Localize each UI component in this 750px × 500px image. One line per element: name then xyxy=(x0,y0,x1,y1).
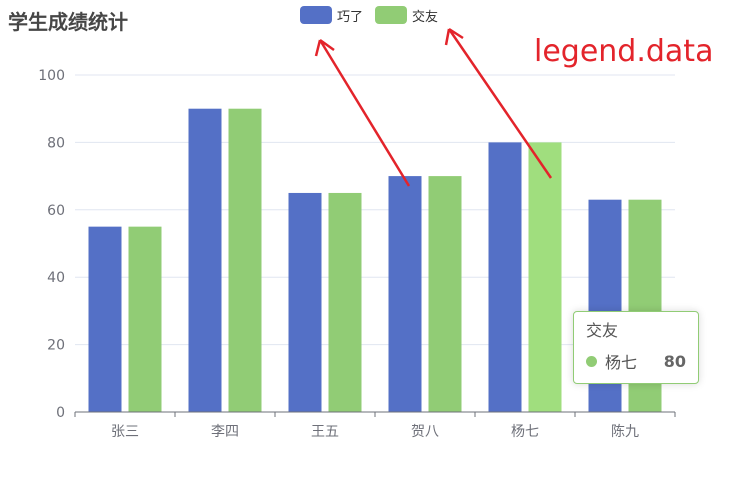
bar[interactable] xyxy=(488,142,522,412)
x-tick-label: 张三 xyxy=(111,424,139,440)
legend-item-jiaoyou[interactable]: 交友 xyxy=(375,6,438,25)
bar[interactable] xyxy=(528,142,562,412)
y-tick-label: 20 xyxy=(47,338,65,354)
y-tick-label: 60 xyxy=(47,203,65,219)
tooltip-marker xyxy=(586,355,597,367)
legend-label: 交友 xyxy=(412,9,439,25)
chart-title: 学生成绩统计 xyxy=(8,10,128,34)
bar[interactable] xyxy=(328,192,362,412)
bar[interactable] xyxy=(228,108,262,412)
x-tick-label: 杨七 xyxy=(511,424,539,440)
bar[interactable] xyxy=(388,176,422,412)
y-tick-label: 100 xyxy=(38,68,65,84)
x-tick-label: 李四 xyxy=(211,424,239,440)
tooltip-value: 80 xyxy=(663,351,686,371)
legend-label: 巧了 xyxy=(337,9,364,25)
x-tick-label: 王五 xyxy=(311,424,339,440)
tooltip-title: 交友 xyxy=(586,321,619,340)
y-tick-label: 0 xyxy=(56,405,65,421)
tooltip: 交友 杨七 80 xyxy=(573,311,699,384)
x-tick-label: 贺八 xyxy=(411,424,439,440)
bar[interactable] xyxy=(128,226,162,412)
legend-swatch xyxy=(375,6,408,24)
x-tick-label: 陈九 xyxy=(611,423,639,440)
annotation-text: legend.data xyxy=(534,34,714,69)
y-tick-label: 80 xyxy=(47,135,65,151)
annotation-arrow xyxy=(314,38,411,187)
bar[interactable] xyxy=(428,176,462,412)
bar[interactable] xyxy=(188,108,222,412)
annotation-arrows xyxy=(314,27,553,187)
legend-swatch xyxy=(300,6,332,24)
legend: 巧了 交友 xyxy=(300,5,450,25)
bar[interactable] xyxy=(88,226,122,412)
tooltip-row: 杨七 80 xyxy=(586,349,686,373)
y-tick-label: 40 xyxy=(47,270,65,286)
bar[interactable] xyxy=(288,192,322,412)
legend-item-qiaole[interactable]: 巧了 xyxy=(300,6,363,25)
annotation-arrow xyxy=(444,27,553,179)
tooltip-name: 杨七 xyxy=(605,353,638,372)
